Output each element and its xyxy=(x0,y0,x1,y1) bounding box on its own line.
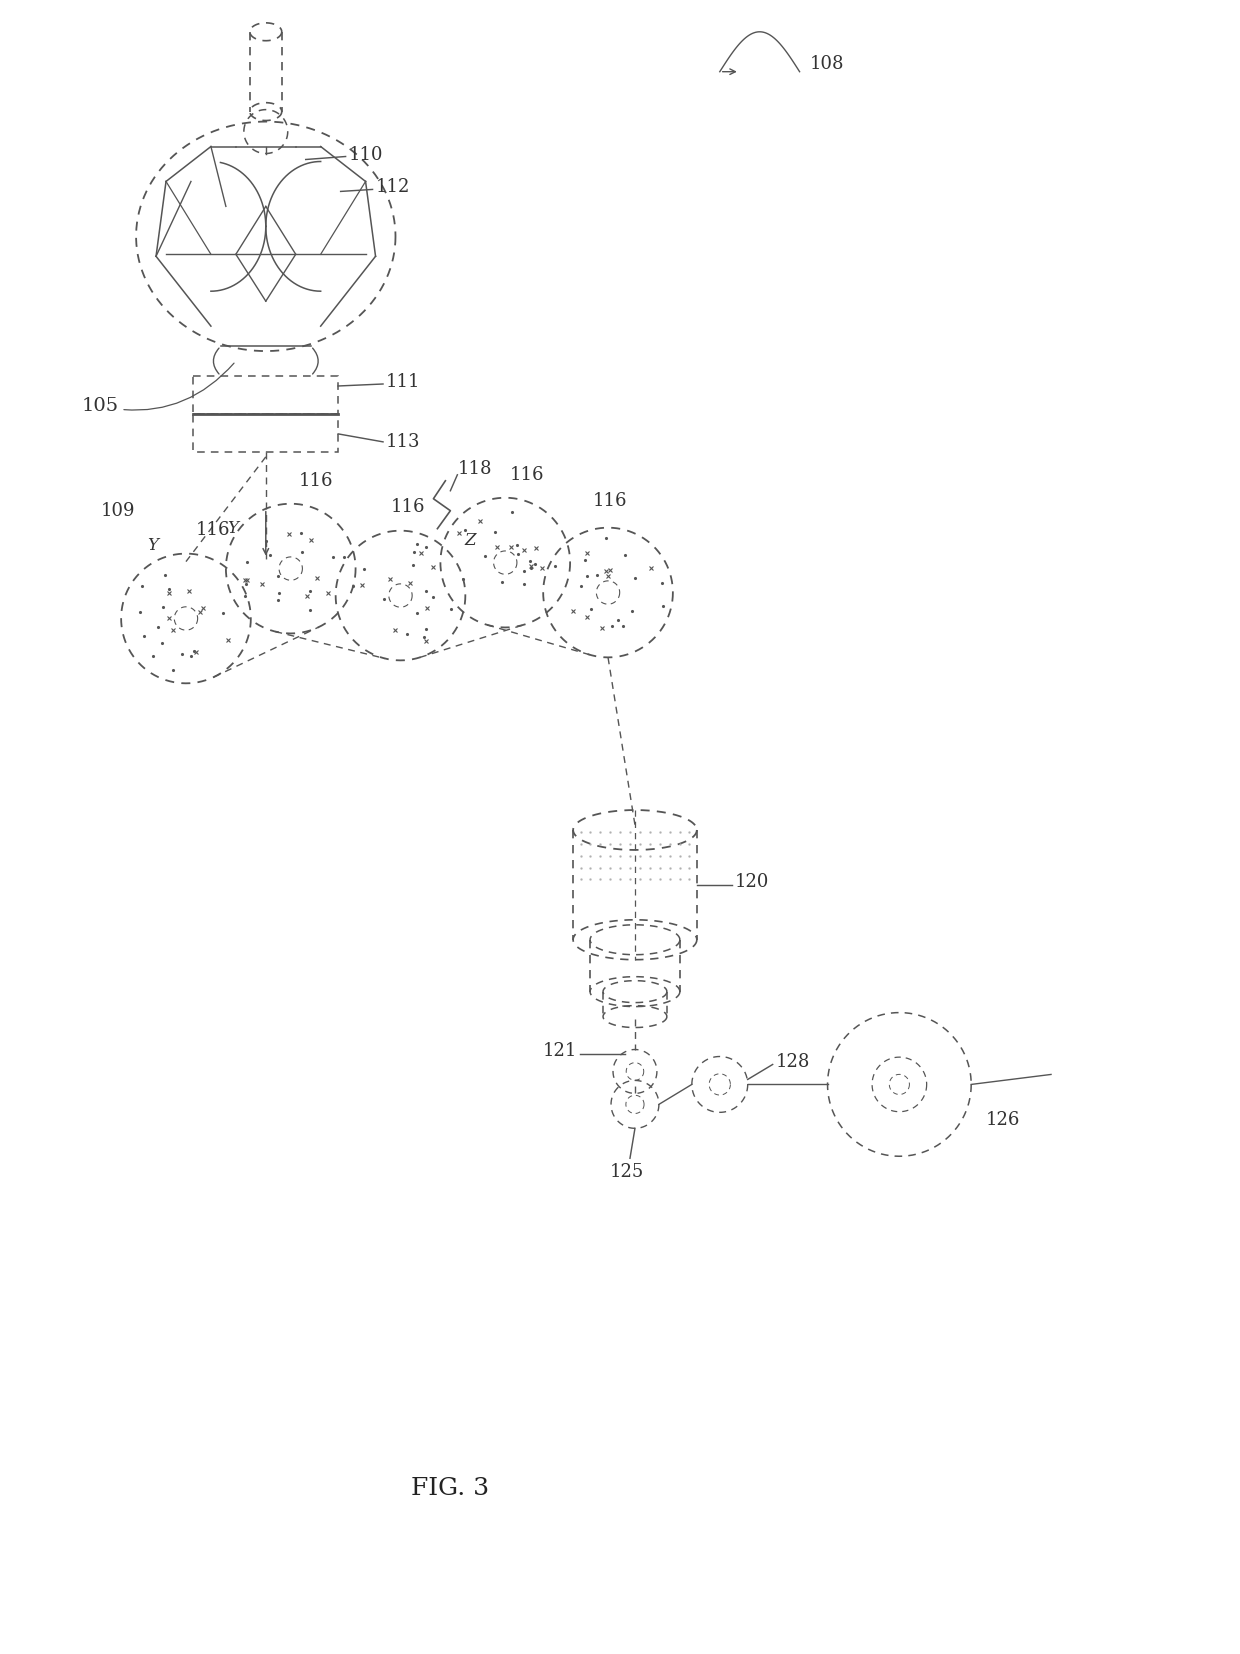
Text: Z: Z xyxy=(465,533,476,549)
Bar xyxy=(193,375,339,414)
Text: 116: 116 xyxy=(391,498,425,516)
Text: 116: 116 xyxy=(196,521,231,539)
Text: 121: 121 xyxy=(543,1042,577,1060)
Text: FIG. 3: FIG. 3 xyxy=(412,1477,490,1500)
Text: 126: 126 xyxy=(986,1111,1021,1130)
Text: Y: Y xyxy=(148,538,159,554)
Text: 112: 112 xyxy=(376,179,410,197)
Text: 108: 108 xyxy=(810,55,844,73)
Text: 118: 118 xyxy=(458,460,492,478)
Text: 113: 113 xyxy=(386,433,420,452)
Bar xyxy=(193,414,339,452)
Text: 116: 116 xyxy=(510,466,544,483)
Text: 109: 109 xyxy=(102,501,135,519)
Text: 116: 116 xyxy=(593,491,627,509)
Text: 110: 110 xyxy=(348,146,383,164)
Text: 120: 120 xyxy=(735,873,769,892)
Text: 111: 111 xyxy=(386,374,420,390)
Text: 105: 105 xyxy=(81,364,234,415)
Text: 116: 116 xyxy=(299,471,334,490)
Text: Y: Y xyxy=(227,519,238,538)
Text: 125: 125 xyxy=(610,1163,644,1181)
Text: 128: 128 xyxy=(776,1054,810,1072)
